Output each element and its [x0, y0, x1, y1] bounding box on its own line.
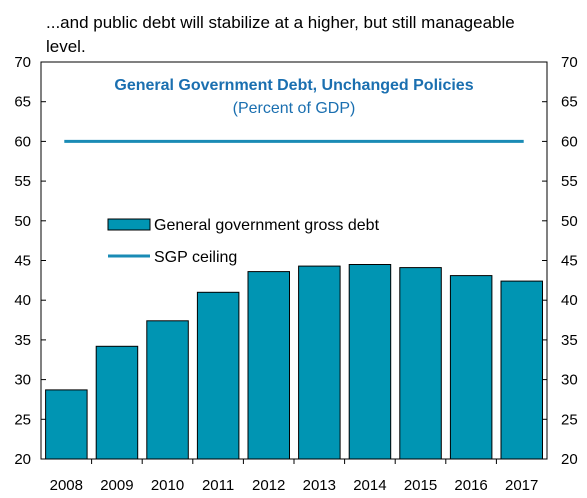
bar-2016 — [449, 275, 493, 460]
right-tick-label-35: 35 — [561, 332, 578, 349]
left-tick-label-65: 65 — [14, 94, 31, 111]
left-axis-ticks: 20 25 30 35 40 45 50 55 60 65 70 — [14, 54, 46, 468]
chart-title: General Government Debt, Unchanged Polic… — [114, 77, 473, 94]
x-tick-label-2014: 2014 — [353, 477, 386, 494]
x-tick-label-2011: 2011 — [202, 477, 234, 494]
x-tick-label-2008: 2008 — [50, 477, 83, 494]
x-tick-label-2009: 2009 — [100, 477, 133, 494]
x-tick-label-2017: 2017 — [505, 477, 538, 494]
bar-2015 — [399, 267, 442, 460]
right-tick-label-20: 20 — [561, 451, 578, 468]
left-tick-label-25: 25 — [14, 411, 31, 428]
left-tick-label-50: 50 — [14, 213, 31, 230]
left-tick-label-40: 40 — [14, 292, 31, 309]
left-tick-label-60: 60 — [14, 133, 31, 150]
bar-2009 — [95, 345, 139, 460]
bar-2008 — [45, 389, 88, 460]
bar-2011 — [196, 291, 240, 460]
x-axis-ticks: 2008 2009 2010 2011 2012 2013 2014 2015 2016 2017 — [50, 459, 538, 494]
x-tick-label-2015: 2015 — [404, 477, 437, 494]
x-tick-label-2016: 2016 — [454, 477, 487, 494]
legend-swatch-debt — [107, 218, 151, 231]
right-tick-label-25: 25 — [561, 411, 578, 428]
right-axis-ticks: 20 25 30 35 40 45 50 55 60 65 70 — [542, 54, 578, 468]
left-tick-label-30: 30 — [14, 372, 31, 389]
bar-2013 — [298, 265, 341, 460]
right-tick-label-65: 65 — [561, 94, 578, 111]
right-tick-label-30: 30 — [561, 372, 578, 389]
right-tick-label-55: 55 — [561, 173, 578, 190]
right-tick-label-40: 40 — [561, 292, 578, 309]
x-tick-label-2010: 2010 — [151, 477, 184, 494]
right-tick-label-60: 60 — [561, 133, 578, 150]
left-tick-label-20: 20 — [14, 451, 31, 468]
bar-series — [45, 264, 543, 460]
right-tick-label-45: 45 — [561, 253, 578, 270]
left-tick-label-45: 45 — [14, 253, 31, 270]
intro-text: ...and public debt will stabilize at a h… — [46, 13, 515, 56]
x-tick-label-2013: 2013 — [303, 477, 336, 494]
bar-2010 — [146, 320, 189, 460]
x-tick-label-2012: 2012 — [252, 477, 285, 494]
left-tick-label-55: 55 — [14, 173, 31, 190]
right-tick-label-50: 50 — [561, 213, 578, 230]
chart-subtitle: (Percent of GDP) — [233, 100, 356, 117]
bar-2012 — [247, 271, 290, 460]
bar-2014 — [348, 264, 392, 460]
left-tick-label-35: 35 — [14, 332, 31, 349]
legend-label-sgp: SGP ceiling — [154, 249, 237, 266]
legend-label-debt: General government gross debt — [154, 217, 380, 234]
left-tick-label-70: 70 — [14, 54, 31, 71]
right-tick-label-70: 70 — [561, 54, 578, 71]
bar-2017 — [500, 280, 543, 460]
legend: General government gross debt SGP ceilin… — [107, 217, 380, 266]
